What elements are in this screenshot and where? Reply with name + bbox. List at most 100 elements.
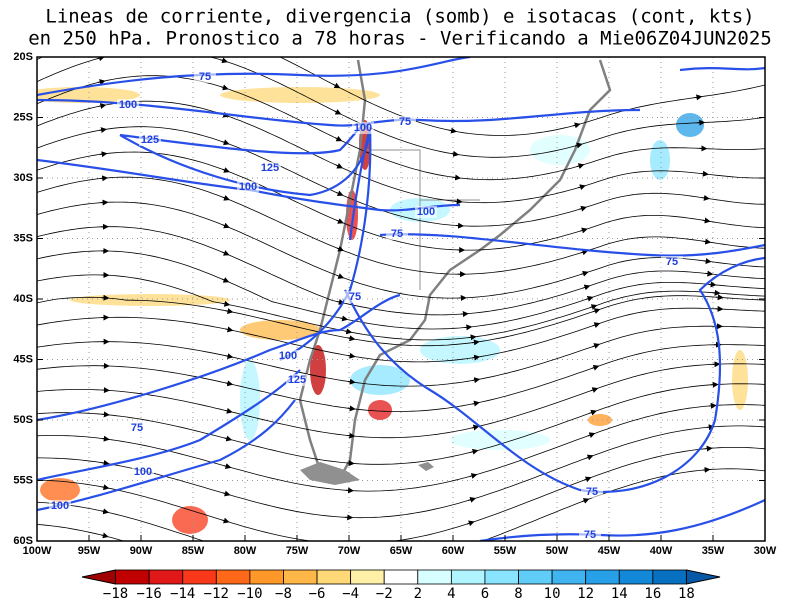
lat-label: 60S bbox=[13, 535, 33, 547]
stream-arrow bbox=[582, 284, 591, 291]
stream-arrow bbox=[466, 520, 475, 527]
stream-arrow bbox=[98, 103, 107, 109]
lon-label: 30W bbox=[754, 545, 777, 557]
title-line: Lineas de corriente, divergencia (somb) … bbox=[45, 6, 754, 28]
stream-arrow bbox=[472, 400, 480, 407]
stream-arrow bbox=[225, 353, 234, 360]
stream-arrow bbox=[222, 222, 230, 229]
stream-arrow bbox=[225, 326, 234, 333]
stream-arrow bbox=[579, 205, 587, 212]
colorbar-label: −4 bbox=[342, 586, 359, 600]
colorbar-box bbox=[283, 569, 318, 585]
isotach-label-bg bbox=[286, 374, 308, 386]
stream-arrow bbox=[574, 142, 583, 149]
shade-blob bbox=[220, 87, 380, 103]
shade-blob bbox=[240, 360, 260, 440]
shade-blob bbox=[588, 414, 612, 426]
stream-arrow bbox=[344, 328, 353, 335]
shade-blob bbox=[368, 400, 392, 420]
stream-arrow bbox=[347, 432, 356, 439]
stream-arrow bbox=[453, 174, 462, 181]
coastline bbox=[298, 59, 612, 480]
map: 75 100 125 125 100 100 75 100 75 75 75 100 125 75 100 1… bbox=[37, 57, 765, 560]
lon-label: 55W bbox=[494, 545, 517, 557]
colorbar-label: 4 bbox=[447, 586, 455, 600]
colorbar-box bbox=[316, 569, 352, 585]
stream-arrow bbox=[336, 273, 345, 279]
stream-arrow bbox=[471, 339, 480, 346]
lat-label: 55S bbox=[13, 474, 33, 486]
shade-blob bbox=[450, 430, 550, 450]
stream-arrow bbox=[101, 460, 110, 466]
stream-arrow bbox=[101, 508, 110, 515]
shade-blob bbox=[732, 350, 748, 410]
stream-arrow bbox=[469, 473, 478, 479]
stream-arrow bbox=[347, 378, 356, 385]
stream-arrow bbox=[700, 170, 709, 177]
stream-arrow bbox=[587, 432, 596, 439]
stream-arrow bbox=[221, 517, 230, 524]
shade-blob bbox=[70, 294, 230, 306]
falklands bbox=[418, 462, 434, 471]
stream-arrow bbox=[451, 150, 460, 157]
colorbar-label: 6 bbox=[481, 586, 489, 600]
isotach-label: 75 bbox=[399, 116, 411, 128]
stream-arrow bbox=[583, 476, 592, 483]
colorbar-box bbox=[618, 569, 654, 585]
stream-arrow bbox=[592, 343, 601, 349]
stream-arrow bbox=[222, 195, 230, 201]
colorbar-label: 8 bbox=[514, 586, 522, 600]
colorbar-box bbox=[350, 569, 385, 585]
stream-arrow bbox=[99, 127, 107, 134]
isotach-label-bg bbox=[49, 500, 71, 512]
borders bbox=[360, 149, 480, 290]
stream-arrow bbox=[578, 184, 586, 191]
stream-arrow bbox=[220, 84, 229, 91]
stream-arrow bbox=[703, 238, 712, 245]
streamline bbox=[37, 274, 765, 341]
lon-label: 80W bbox=[234, 545, 257, 557]
colorbar-label: 18 bbox=[678, 586, 695, 600]
streamline bbox=[37, 57, 765, 136]
lon-label: 35W bbox=[702, 545, 725, 557]
colorbar-box bbox=[417, 569, 452, 585]
colorbar-label: 2 bbox=[414, 586, 422, 600]
isotach-label-bg bbox=[581, 486, 603, 498]
stream-arrow bbox=[334, 109, 342, 115]
stream-arrow bbox=[101, 559, 106, 560]
isotach-label-bg bbox=[394, 116, 416, 128]
isotach-label-bg bbox=[237, 181, 259, 193]
stream-arrow bbox=[335, 163, 344, 169]
stream-arrow bbox=[97, 79, 106, 86]
isotach-label: 125 bbox=[288, 374, 306, 386]
stream-arrow bbox=[471, 424, 480, 431]
shade-blob bbox=[310, 345, 326, 395]
streamline bbox=[37, 100, 765, 204]
lon-label: 75W bbox=[286, 545, 309, 557]
streamline bbox=[37, 523, 125, 541]
stream-arrow bbox=[572, 122, 581, 129]
stream-arrow bbox=[592, 308, 601, 314]
isotach-label-bg bbox=[126, 422, 148, 434]
isotach-label: 100 bbox=[239, 181, 257, 193]
isotach-label: 75 bbox=[391, 228, 403, 240]
stream-arrow bbox=[334, 135, 343, 142]
streamline bbox=[37, 126, 765, 227]
lat-label: 50S bbox=[13, 414, 33, 426]
isotach-label: 100 bbox=[354, 122, 372, 134]
isotach-label-bg bbox=[259, 162, 281, 174]
colorbar: −18 −16 −14 −12 −10 −8 −6 −4 −2 2 4 6 8 10 12 14 16 18 bbox=[81, 569, 721, 600]
colorbar-box bbox=[383, 569, 419, 585]
tierra-del-fuego bbox=[300, 462, 360, 485]
colorbar-label: 16 bbox=[644, 586, 661, 600]
lon-label: 90W bbox=[130, 545, 153, 557]
streamline bbox=[37, 344, 765, 412]
stream-arrow bbox=[333, 82, 341, 89]
lat-label: 45S bbox=[13, 353, 33, 365]
streamline bbox=[37, 447, 765, 541]
isotach-label: 100 bbox=[134, 466, 152, 478]
streamline bbox=[37, 425, 765, 519]
stream-arrow bbox=[225, 380, 234, 387]
colorbar-label: 10 bbox=[544, 586, 561, 600]
